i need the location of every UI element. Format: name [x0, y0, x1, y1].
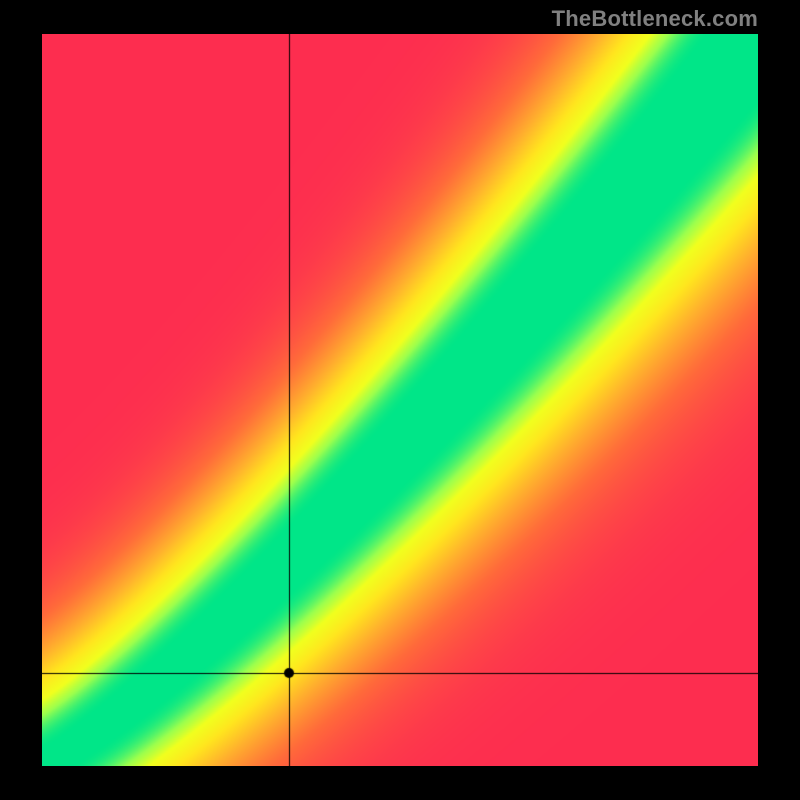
bottleneck-heatmap: [42, 34, 758, 766]
watermark-text: TheBottleneck.com: [552, 6, 758, 32]
chart-container: { "watermark": "TheBottleneck.com", "can…: [0, 0, 800, 800]
